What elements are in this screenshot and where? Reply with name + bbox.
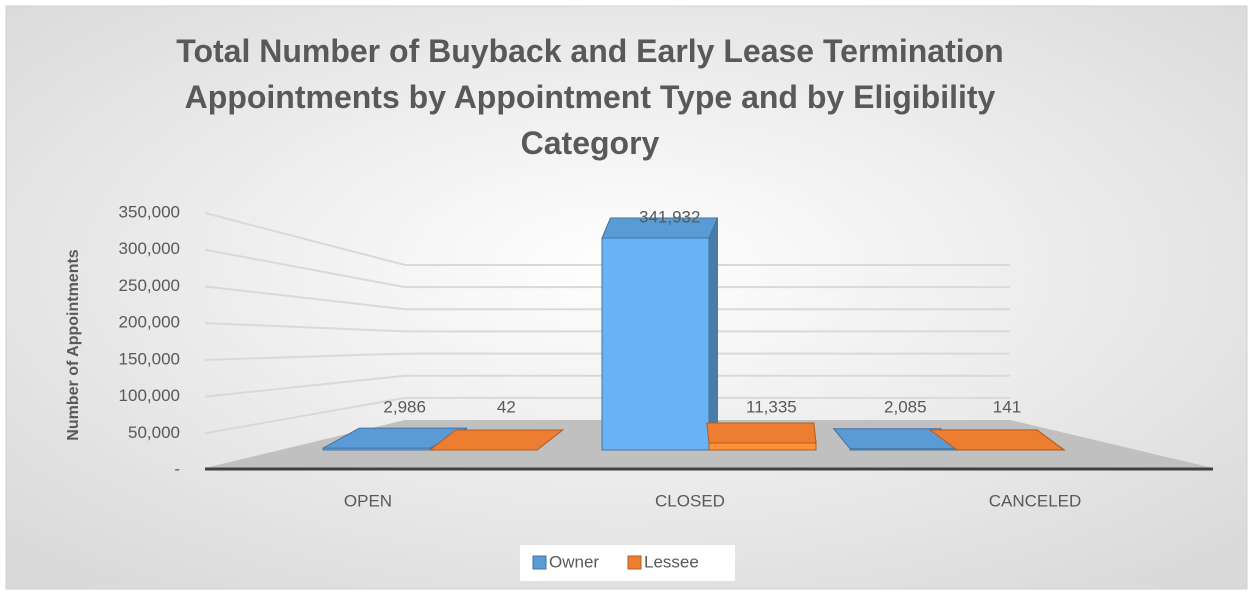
bar — [601, 217, 719, 451]
y-axis-label: Number of Appointments — [65, 249, 82, 441]
data-label: 341,932 — [639, 207, 700, 226]
grid-line — [204, 212, 1010, 266]
bar-top — [322, 427, 467, 449]
data-label: 11,335 — [746, 397, 797, 416]
legend-swatch — [532, 555, 547, 570]
bar-top — [601, 217, 719, 239]
y-tick-label: 350,000 — [119, 202, 180, 221]
grid-line — [204, 396, 1010, 435]
bar-top — [428, 429, 565, 451]
x-tick-label: OPEN — [344, 491, 392, 510]
bar-front — [601, 237, 710, 451]
data-label: 2,085 — [884, 397, 927, 416]
legend-swatch — [627, 555, 642, 570]
grid-line — [204, 248, 1010, 289]
grid-line — [204, 374, 1010, 398]
bar — [706, 422, 817, 451]
y-tick-label: 200,000 — [119, 313, 180, 332]
bar-top — [928, 429, 1066, 451]
bar-front — [708, 442, 817, 451]
y-tick-label: 300,000 — [119, 239, 180, 258]
bar-top — [706, 422, 817, 444]
legend-label: Lessee — [644, 552, 699, 571]
y-tick-label: 250,000 — [119, 276, 180, 295]
bar-side — [708, 217, 718, 451]
bar — [428, 428, 565, 452]
legend-label: Owner — [549, 552, 599, 571]
bar-top — [832, 428, 959, 450]
bar — [928, 428, 1066, 451]
grid-line — [204, 285, 1010, 311]
chart-title: Total Number of Buyback and Early Lease … — [176, 33, 1004, 161]
x-tick-label: CLOSED — [655, 491, 725, 510]
y-tick-label: 50,000 — [128, 423, 180, 442]
grid-line — [204, 322, 1010, 333]
x-tick-label: CANCELED — [989, 491, 1082, 510]
grid-line — [204, 352, 1010, 361]
y-tick-label: 100,000 — [119, 386, 180, 405]
y-tick-label: - — [174, 459, 180, 478]
data-label: 2,986 — [383, 397, 426, 416]
y-tick-label: 150,000 — [119, 349, 180, 368]
data-label: 141 — [993, 397, 1021, 416]
data-label: 42 — [497, 397, 516, 416]
